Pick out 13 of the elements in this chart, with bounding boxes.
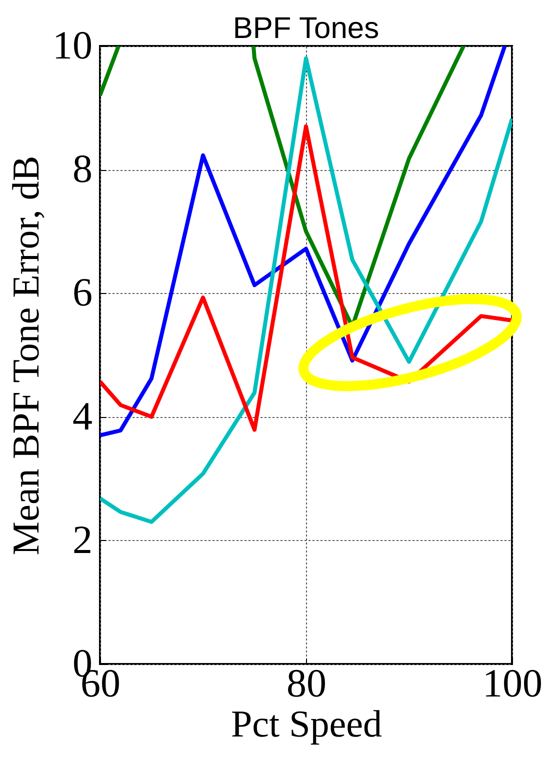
y-axis-title: Mean BPF Tone Error, dB bbox=[6, 156, 48, 556]
y-tick-label: 10 bbox=[52, 22, 92, 68]
y-tick-label: 4 bbox=[72, 393, 92, 438]
x-tick-label: 100 bbox=[482, 660, 542, 706]
line-series bbox=[100, 124, 512, 432]
line-series bbox=[100, 46, 507, 438]
line-series bbox=[100, 56, 512, 524]
x-tick-label: 80 bbox=[286, 660, 326, 706]
y-tick-label: 2 bbox=[72, 516, 92, 562]
x-axis-title: Pct Speed bbox=[231, 704, 382, 746]
y-tick-label: 8 bbox=[72, 146, 92, 192]
chart-title: BPF Tones bbox=[232, 12, 380, 45]
y-tick-label: 6 bbox=[72, 270, 92, 315]
